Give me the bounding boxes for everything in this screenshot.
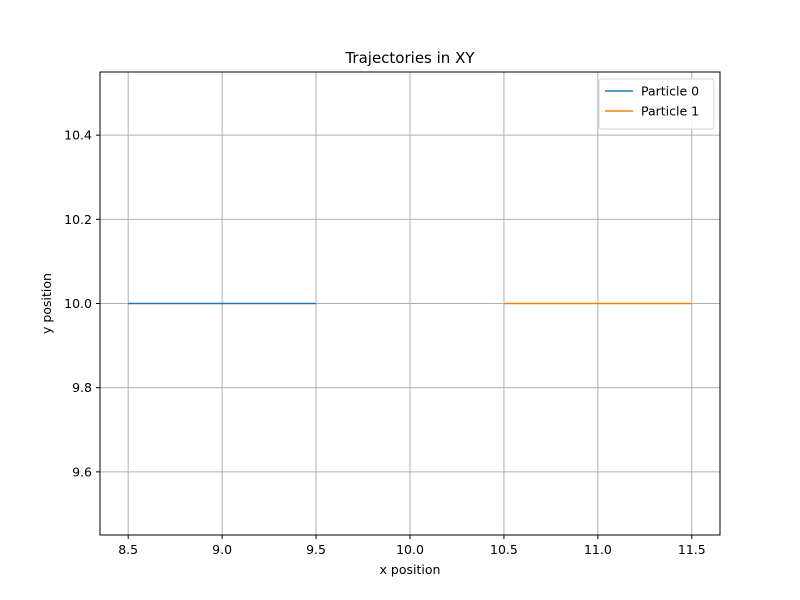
y-tick-label: 10.2 <box>64 212 92 227</box>
axis-ticks: 8.5 9.0 9.5 10.0 10.5 11.0 11.5 9.6 9.8 10.0 10.2 1… <box>64 128 706 557</box>
x-tick-label: 11.5 <box>678 542 706 557</box>
y-tick-label: 9.6 <box>72 464 92 479</box>
x-tick-label: 8.5 <box>118 542 138 557</box>
legend-label: Particle 0 <box>641 84 699 99</box>
y-tick-label: 10.0 <box>64 296 92 311</box>
x-tick-label: 9.5 <box>306 542 326 557</box>
x-tick-label: 11.0 <box>584 542 612 557</box>
x-tick-label: 10.0 <box>396 542 424 557</box>
x-tick-label: 10.5 <box>490 542 518 557</box>
x-tick-label: 9.0 <box>212 542 232 557</box>
chart-title: Trajectories in XY <box>344 49 475 67</box>
y-tick-label: 9.8 <box>72 380 92 395</box>
y-tick-label: 10.4 <box>64 128 92 143</box>
legend-label: Particle 1 <box>641 104 699 119</box>
x-axis-label: x position <box>380 562 441 577</box>
legend: Particle 0 Particle 1 <box>598 78 715 130</box>
y-axis-label: y position <box>39 273 54 334</box>
